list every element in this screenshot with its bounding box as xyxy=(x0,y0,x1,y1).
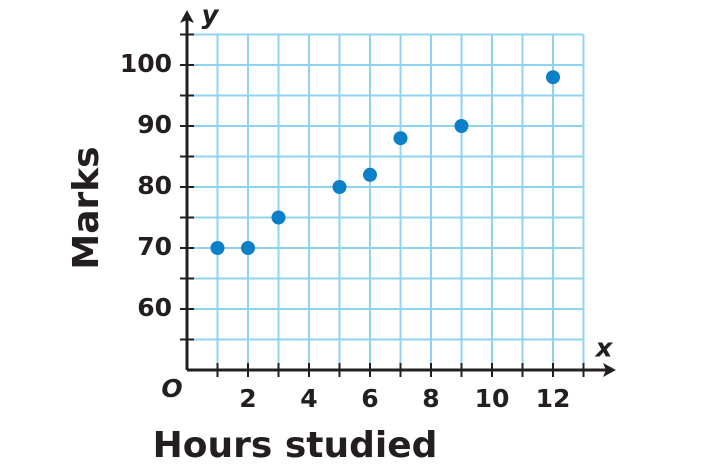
y-tick-label: 60 xyxy=(137,293,172,322)
x-tick-label: 4 xyxy=(300,384,317,413)
x-tick-label: 8 xyxy=(422,384,439,413)
x-arrow xyxy=(603,363,616,377)
x-tick-label: 2 xyxy=(239,384,256,413)
axes xyxy=(180,10,616,377)
point xyxy=(546,70,560,85)
y-arrow xyxy=(180,10,194,23)
grid xyxy=(187,33,585,370)
point xyxy=(393,131,408,146)
x-tick-label: 10 xyxy=(475,384,510,413)
x-axis-name: x xyxy=(594,334,614,364)
y-axis-name: y xyxy=(202,1,220,31)
y-tick-label: 80 xyxy=(137,171,172,200)
point xyxy=(363,167,377,182)
origin-label: O xyxy=(161,374,182,403)
y-tick-label: 100 xyxy=(120,49,172,78)
point xyxy=(271,210,286,225)
point xyxy=(332,180,347,194)
marks xyxy=(210,70,560,255)
y-tick-label: 90 xyxy=(137,110,172,139)
point xyxy=(210,241,225,255)
x-tick-label: 12 xyxy=(536,384,571,413)
point xyxy=(241,241,255,255)
y-axis-title: Marks xyxy=(66,146,107,269)
x-axis-title: Hours studied xyxy=(153,425,438,466)
y-tick-label: 70 xyxy=(137,232,172,261)
x-tick-label: 6 xyxy=(361,384,378,413)
point xyxy=(454,119,469,133)
